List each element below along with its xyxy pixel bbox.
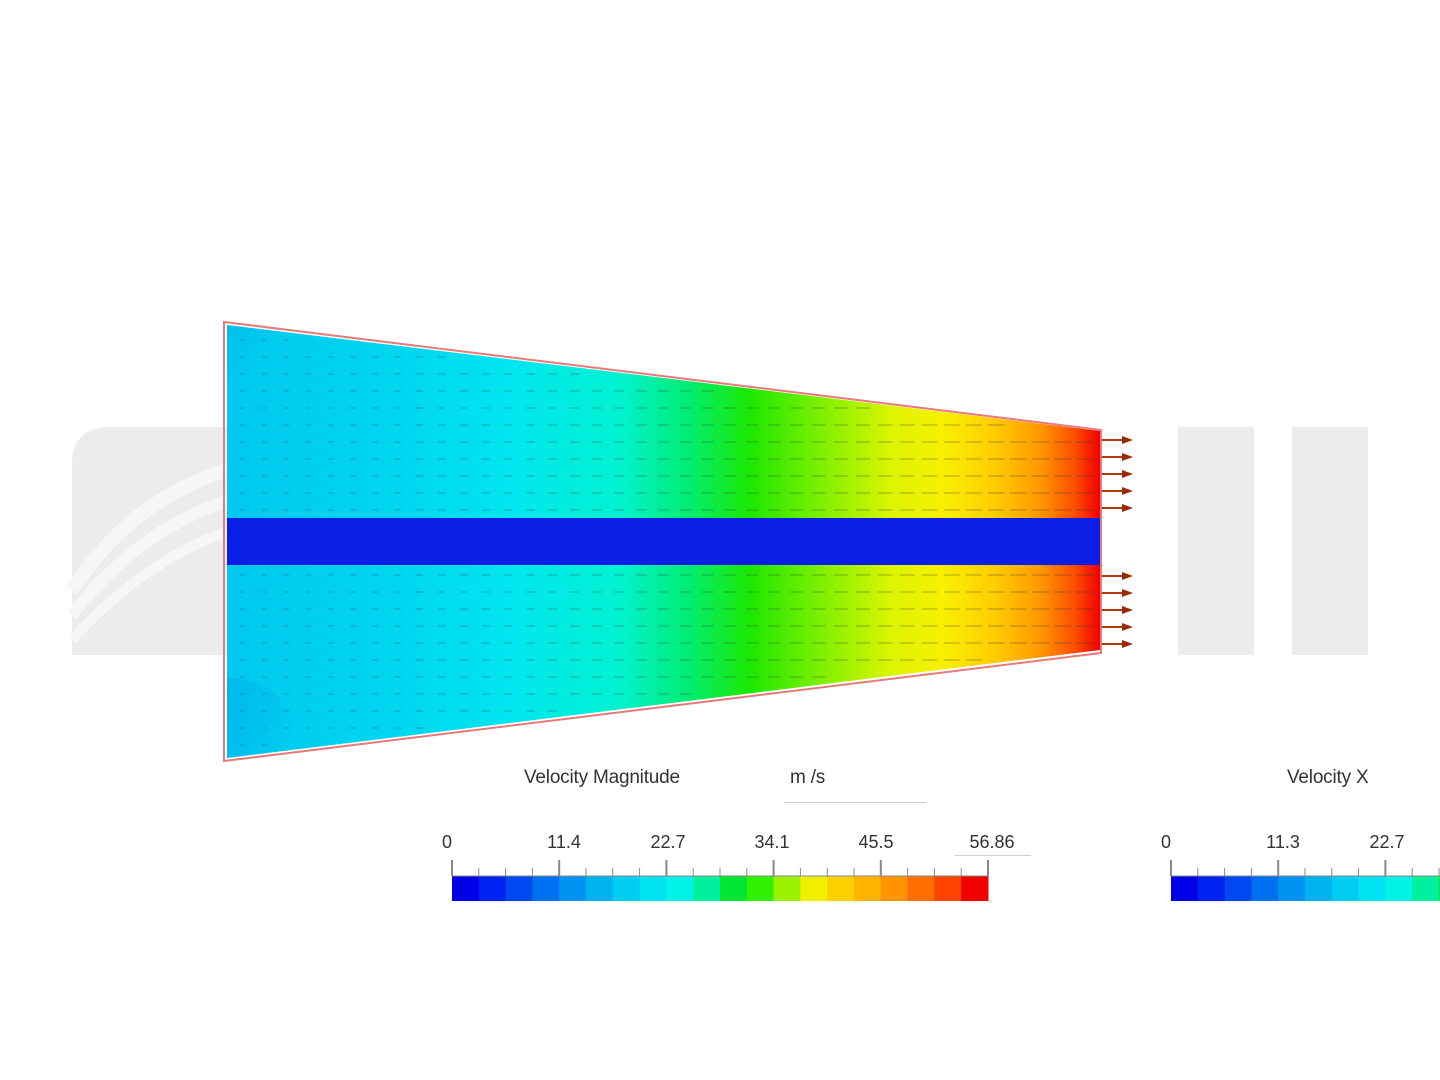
legend-magnitude-tick: 11.4	[547, 832, 581, 852]
outlet-arrow-head	[1122, 504, 1133, 512]
legend-color-band	[961, 876, 989, 901]
legend-color-band	[639, 876, 667, 901]
outlet-arrow-head	[1122, 470, 1133, 478]
legend-color-band	[478, 876, 507, 901]
legend-color-band	[666, 876, 694, 901]
legend-magnitude-tick: 34.1	[754, 832, 790, 852]
legend-color-band	[559, 876, 587, 901]
outlet-arrow-head	[1122, 623, 1133, 631]
legend-color-band	[586, 876, 614, 901]
upper-channel	[227, 325, 1100, 518]
legend-color-band	[693, 876, 721, 901]
center-body	[227, 518, 1100, 565]
outlet-arrow-head	[1122, 436, 1133, 444]
legend-magnitude-tick: 0	[441, 832, 453, 852]
legend-color-band	[1251, 876, 1279, 901]
legend-color-band	[934, 876, 962, 901]
legend-color-band	[907, 876, 935, 901]
outlet-arrow-head	[1122, 589, 1133, 597]
legend-color-band	[532, 876, 560, 901]
legend-color-band	[1358, 876, 1386, 901]
legend-velx-tick: 11.3	[1266, 832, 1300, 852]
legend-velx-bar	[1170, 860, 1440, 901]
outlet-arrow-head	[1122, 640, 1133, 648]
outlet-arrow-head	[1122, 572, 1133, 580]
legend-color-band	[1224, 876, 1252, 901]
legend-color-band	[1412, 876, 1440, 901]
legend-magnitude-tick: 22.7	[650, 832, 686, 852]
legend-color-band	[505, 876, 533, 901]
outlet-arrow-head	[1122, 606, 1133, 614]
legend-magnitude-title: Velocity Magnitude	[524, 767, 680, 788]
velocity-vectors	[240, 339, 1094, 746]
legend-color-band	[1305, 876, 1333, 901]
unit-underline	[784, 802, 926, 803]
legend-color-band	[1171, 876, 1199, 901]
legend-color-band	[827, 876, 855, 901]
legend-magnitude-unit: m /s	[790, 767, 826, 788]
domain-outline	[223, 320, 1102, 763]
legend-color-band	[612, 876, 641, 901]
legend-color-band	[1197, 876, 1226, 901]
legend-velx-tick: 0	[1160, 832, 1172, 852]
legend-magnitude-tick: 45.5	[858, 832, 894, 852]
outlet-arrow-head	[1122, 453, 1133, 461]
lower-channel	[227, 565, 1100, 758]
legend-velx-title: Velocity X	[1287, 767, 1369, 788]
outlet-arrow-head	[1122, 487, 1133, 495]
legend-color-band	[452, 876, 480, 901]
legend-color-band	[854, 876, 882, 901]
tick-underline	[955, 855, 1031, 856]
legend-color-band	[720, 876, 748, 901]
outlet-arrows	[1100, 436, 1133, 648]
legend-color-band	[1385, 876, 1413, 901]
legend-color-band	[1278, 876, 1306, 901]
legend-color-band	[746, 876, 775, 901]
legend-magnitude-tick: 56.86	[969, 832, 1015, 852]
legend-color-band	[800, 876, 828, 901]
legend-color-band	[773, 876, 801, 901]
legend-color-band	[1331, 876, 1360, 901]
legend-velx-tick: 22.7	[1369, 832, 1405, 852]
flow-domain	[223, 320, 1133, 763]
legend-color-band	[880, 876, 909, 901]
legend-magnitude-bar	[451, 860, 989, 901]
